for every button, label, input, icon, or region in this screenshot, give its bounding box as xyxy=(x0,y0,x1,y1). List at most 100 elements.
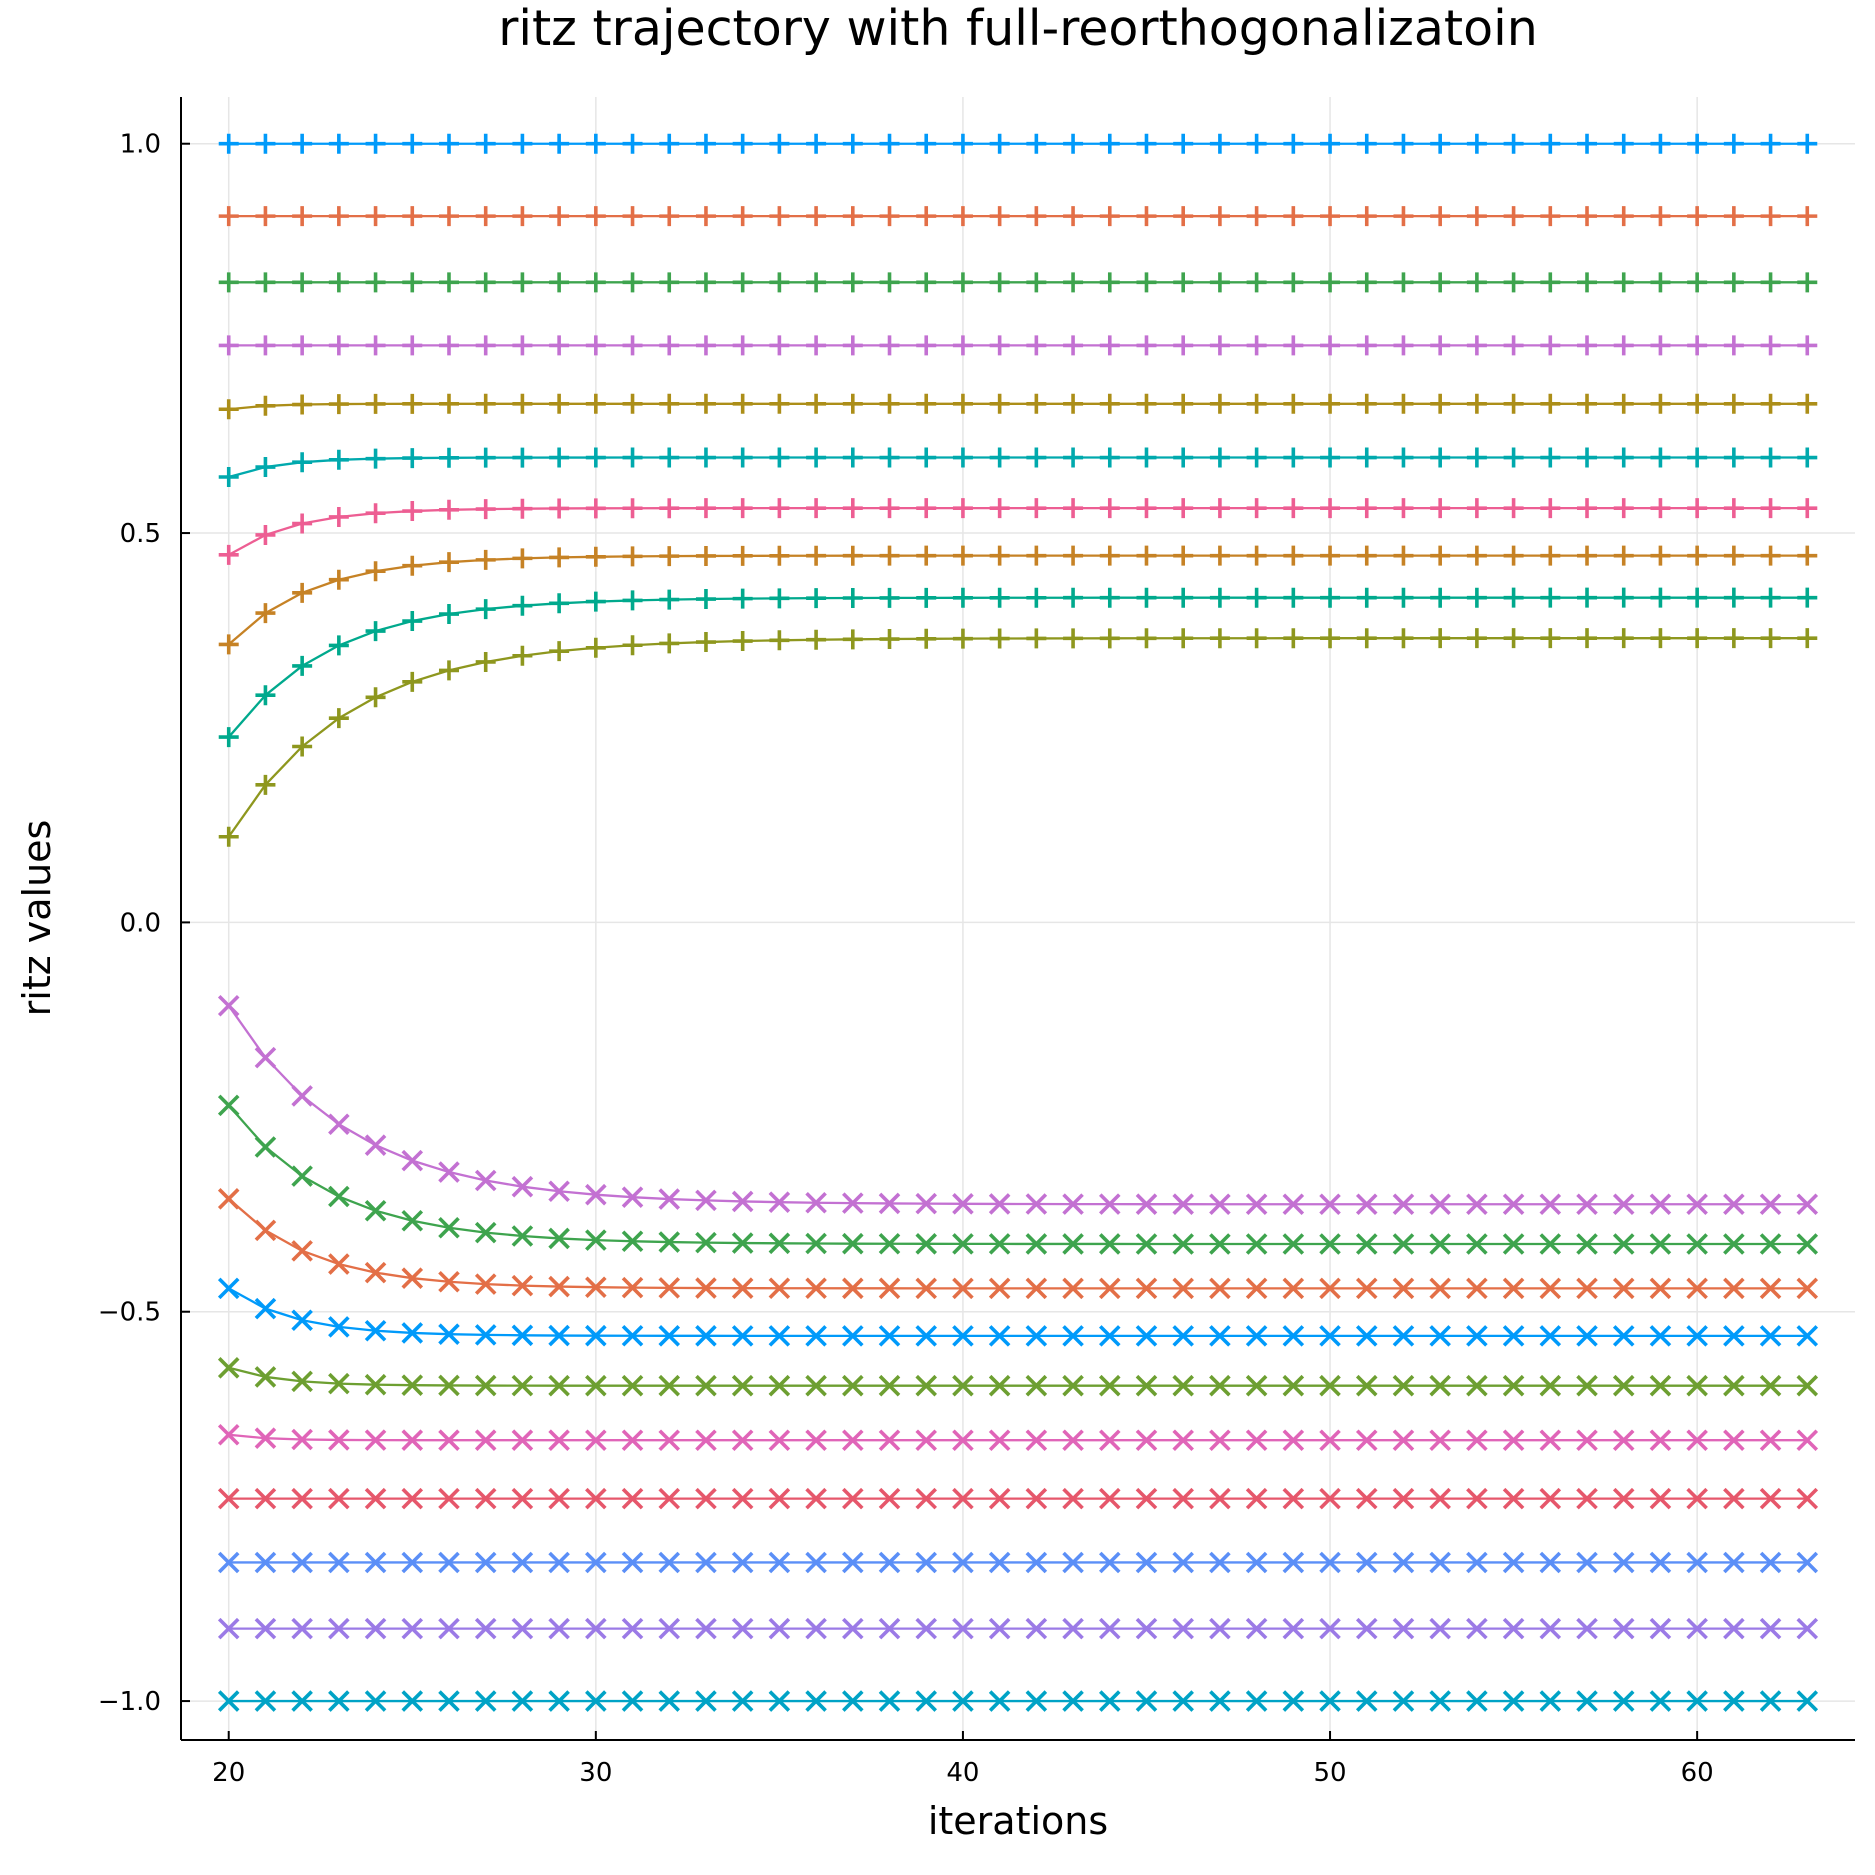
data-point-marker xyxy=(549,393,570,414)
data-point-marker xyxy=(621,1276,644,1299)
data-point-marker xyxy=(438,552,459,573)
data-point-marker xyxy=(989,447,1010,468)
data-point-marker xyxy=(1209,587,1230,608)
data-point-marker xyxy=(915,1551,937,1574)
data-point-marker xyxy=(842,1690,864,1712)
data-point-marker xyxy=(1136,335,1157,356)
data-point-marker xyxy=(695,1487,717,1510)
data-point-marker xyxy=(952,393,973,414)
data-point-marker xyxy=(1723,1690,1745,1712)
x-tick-label: 30 xyxy=(579,1758,612,1788)
data-point-marker xyxy=(988,1617,1011,1640)
data-point-marker xyxy=(952,545,973,566)
data-point-marker xyxy=(475,272,496,293)
data-point-marker xyxy=(879,629,900,650)
data-point-marker xyxy=(291,1428,313,1451)
data-point-marker xyxy=(989,498,1010,519)
series xyxy=(217,133,1819,1712)
data-point-marker xyxy=(1319,1429,1341,1451)
data-point-marker xyxy=(732,447,753,468)
data-point-marker xyxy=(1796,1429,1819,1451)
data-point-marker xyxy=(438,1271,460,1293)
data-point-marker xyxy=(364,1487,387,1510)
data-point-marker xyxy=(1686,1374,1708,1397)
y-tick-label: 0.5 xyxy=(120,519,161,549)
data-point-marker xyxy=(402,133,423,154)
data-point-marker xyxy=(1796,1325,1819,1347)
data-point-marker xyxy=(474,1487,497,1510)
data-point-marker xyxy=(474,1429,497,1451)
data-point-marker xyxy=(1429,1429,1451,1451)
data-point-marker xyxy=(1649,1233,1672,1255)
series-5 xyxy=(218,393,1818,420)
data-point-marker xyxy=(1576,1690,1598,1712)
x-tick-label: 20 xyxy=(212,1758,245,1788)
data-point-marker xyxy=(622,447,643,468)
data-point-marker xyxy=(842,133,863,154)
data-point-marker xyxy=(1320,272,1341,293)
data-point-marker xyxy=(1576,1551,1598,1574)
data-point-marker xyxy=(878,1374,901,1397)
data-point-marker xyxy=(1540,447,1561,468)
series-line xyxy=(228,1287,1808,1338)
data-point-marker xyxy=(548,1227,570,1250)
data-point-marker xyxy=(1099,335,1120,356)
series-19 xyxy=(217,1617,1819,1640)
data-point-marker xyxy=(1760,545,1781,566)
data-point-marker xyxy=(1540,393,1561,414)
data-point-marker xyxy=(585,1183,607,1206)
data-point-marker xyxy=(1099,1233,1121,1255)
data-point-marker xyxy=(732,335,753,356)
data-point-marker xyxy=(806,545,827,566)
data-point-marker xyxy=(805,1232,827,1255)
data-point-marker xyxy=(1245,1551,1268,1574)
data-point-marker xyxy=(658,1617,681,1640)
data-point-marker xyxy=(1355,1374,1378,1397)
data-point-marker xyxy=(732,545,753,566)
data-point-marker xyxy=(658,1231,681,1253)
data-point-marker xyxy=(1466,133,1487,154)
data-point-marker xyxy=(1246,545,1267,566)
data-point-marker xyxy=(879,587,900,608)
data-point-marker xyxy=(695,498,716,519)
data-point-marker xyxy=(1063,133,1084,154)
data-point-marker xyxy=(549,641,570,662)
data-point-marker xyxy=(1025,1617,1048,1640)
data-point-marker xyxy=(952,1429,974,1451)
data-point-marker xyxy=(474,1221,497,1244)
data-point-marker xyxy=(1135,1325,1158,1347)
data-point-marker xyxy=(1393,133,1414,154)
data-point-marker xyxy=(952,335,973,356)
series-16 xyxy=(217,1423,1819,1451)
data-point-marker xyxy=(217,1487,240,1510)
data-point-marker xyxy=(549,335,570,356)
data-point-marker xyxy=(878,1429,901,1451)
data-point-marker xyxy=(512,447,533,468)
data-point-marker xyxy=(1173,133,1194,154)
data-point-marker xyxy=(1540,272,1561,293)
data-point-marker xyxy=(695,335,716,356)
data-point-marker xyxy=(658,1325,681,1347)
series-18 xyxy=(217,1551,1819,1574)
y-tick-label: −0.5 xyxy=(98,1298,161,1328)
data-point-marker xyxy=(806,206,827,227)
series-20 xyxy=(217,1690,1819,1712)
data-point-marker xyxy=(1649,1690,1672,1712)
data-point-marker xyxy=(1062,1233,1084,1255)
data-point-marker xyxy=(1577,335,1598,356)
data-point-marker xyxy=(806,393,827,414)
data-point-marker xyxy=(1026,206,1047,227)
data-point-marker xyxy=(1502,1617,1525,1640)
series-line xyxy=(228,1433,1808,1442)
data-point-marker xyxy=(878,1277,901,1300)
data-point-marker xyxy=(1136,628,1157,649)
data-point-marker xyxy=(842,1232,864,1255)
data-point-marker xyxy=(255,395,276,416)
data-point-marker xyxy=(988,1374,1011,1397)
data-point-marker xyxy=(1172,1551,1194,1574)
data-point-marker xyxy=(511,1324,534,1347)
data-point-marker xyxy=(1283,447,1304,468)
data-point-marker xyxy=(1356,498,1377,519)
data-point-marker xyxy=(1650,206,1671,227)
